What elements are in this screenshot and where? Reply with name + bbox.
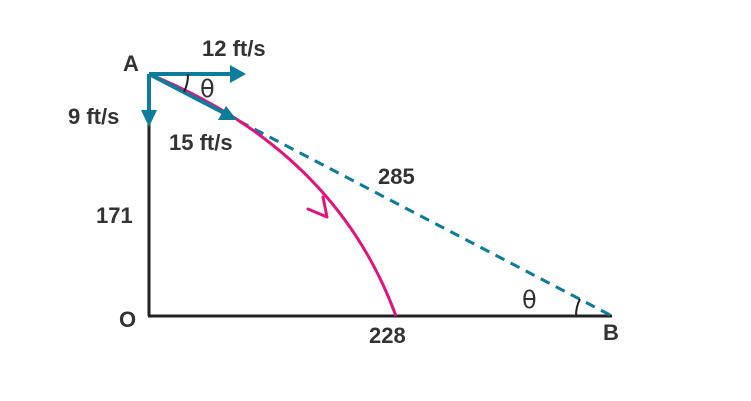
angle-label-a: θ	[200, 75, 215, 103]
vertical-velocity-label: 9 ft/s	[68, 104, 119, 129]
length-label-ob: 228	[369, 323, 406, 348]
angle-arc-a	[183, 73, 190, 93]
length-label-ab: 285	[378, 164, 415, 189]
trajectory-arrowhead	[306, 195, 329, 219]
angle-arc-b	[574, 298, 581, 317]
length-label-ao: 171	[96, 203, 133, 228]
horizontal-velocity-label: 12 ft/s	[202, 36, 266, 61]
horizontal-velocity-arrowhead	[230, 65, 246, 83]
trajectory-curve	[148, 72, 398, 317]
resultant-velocity-arrow	[148, 72, 225, 115]
point-label-b: B	[603, 320, 619, 345]
angle-label-b: θ	[522, 286, 537, 314]
resultant-velocity-arrowhead	[218, 106, 237, 120]
point-label-a: A	[123, 51, 139, 76]
point-label-o: O	[119, 307, 136, 332]
resultant-velocity-label: 15 ft/s	[169, 130, 233, 155]
vertical-velocity-arrowhead	[141, 110, 157, 127]
